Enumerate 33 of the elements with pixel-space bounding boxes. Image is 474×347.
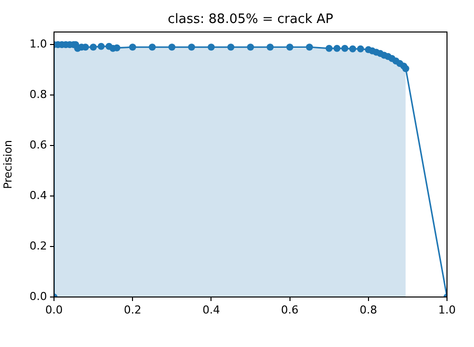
- y-tick-label: 0.6: [30, 138, 47, 152]
- x-tick-label: 0.0: [45, 303, 63, 316]
- point: [90, 44, 97, 51]
- point: [357, 45, 364, 52]
- point: [402, 65, 410, 72]
- point: [266, 44, 274, 51]
- point: [129, 44, 136, 51]
- point: [168, 44, 176, 51]
- y-tick-label: 1.0: [30, 37, 47, 50]
- x-tick-label: 0.4: [202, 303, 220, 316]
- y-tick-label: 0.8: [30, 88, 47, 101]
- point: [227, 44, 234, 51]
- point: [98, 42, 105, 50]
- point: [148, 44, 156, 51]
- y-tick-label: 0.0: [30, 290, 47, 303]
- x-tick-label: 0.8: [360, 303, 378, 316]
- point: [341, 44, 348, 52]
- x-tick-label: 0.2: [124, 303, 142, 316]
- point: [188, 44, 196, 51]
- chart-title: class: 88.05% = crack AP: [168, 12, 334, 27]
- x-tick-label: 1.0: [438, 303, 456, 316]
- point: [326, 44, 333, 52]
- point: [286, 44, 294, 51]
- y-axis-title: Precision: [1, 140, 14, 190]
- point: [247, 44, 254, 51]
- point: [306, 44, 313, 51]
- point: [113, 44, 120, 52]
- point: [349, 45, 356, 52]
- y-tick-label: 0.2: [30, 239, 47, 252]
- x-tick-label: 0.6: [281, 303, 299, 316]
- point: [333, 44, 340, 52]
- point: [208, 44, 215, 51]
- y-tick-label: 0.4: [30, 188, 47, 202]
